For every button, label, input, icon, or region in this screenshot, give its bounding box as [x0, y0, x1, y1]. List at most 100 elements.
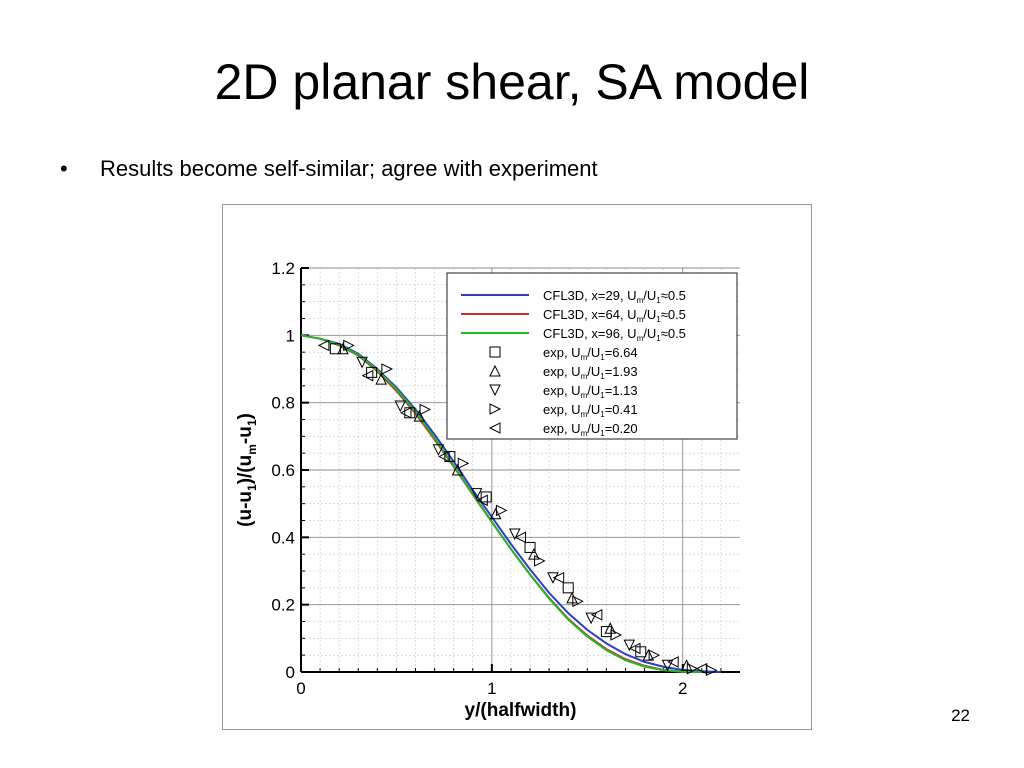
legend-label: exp, Um/U1=1.93 — [543, 364, 638, 381]
data-point — [547, 572, 559, 584]
data-point — [686, 662, 699, 675]
legend-label-part: CFL3D, x=96, U — [543, 326, 637, 341]
series-markers-6 — [343, 339, 718, 677]
data-point — [667, 656, 679, 668]
data-point — [661, 659, 674, 672]
legend-label-part: /U — [587, 402, 600, 417]
data-point — [566, 591, 578, 604]
legend-label-part: ≈0.5 — [661, 288, 686, 303]
y-axis-title-part: -u — [235, 426, 256, 444]
data-point — [438, 450, 450, 463]
y-tick-label: 1.2 — [271, 259, 295, 278]
legend-label-part: =1.13 — [605, 383, 638, 398]
legend-label-part: m — [637, 296, 644, 305]
legend-label-part: =0.20 — [605, 421, 638, 436]
data-point — [489, 507, 502, 520]
y-tick-label: 0.6 — [271, 461, 295, 480]
data-point — [404, 407, 416, 419]
data-point — [610, 629, 623, 641]
legend-label-part: exp, U — [543, 345, 581, 360]
bullet-item: • Results become self-similar; agree with… — [60, 154, 598, 184]
legend-label-part: /U — [643, 288, 656, 303]
data-point — [432, 444, 445, 456]
legend-marker-swatch — [489, 364, 501, 377]
data-point — [642, 649, 655, 661]
legend-label: CFL3D, x=64, Um/U1≈0.5 — [543, 307, 686, 324]
bullet-text: Results become self-similar; agree with … — [100, 156, 598, 181]
data-point — [590, 608, 603, 621]
series-markers-4 — [337, 342, 693, 671]
data-point — [317, 339, 330, 352]
y-axis-title-part: m — [245, 444, 259, 455]
legend-label-part: m — [637, 315, 644, 324]
legend-label: exp, Um/U1=6.64 — [543, 345, 638, 362]
data-point — [628, 642, 641, 655]
data-point — [524, 541, 536, 553]
legend-label-part: /U — [643, 307, 656, 322]
bullet-icon: • — [60, 156, 68, 181]
x-tick-label: 2 — [678, 679, 687, 698]
legend-label-part: 1 — [600, 372, 605, 381]
series-markers-5 — [356, 356, 674, 672]
data-point — [444, 451, 456, 463]
page-number: 22 — [951, 706, 970, 725]
legend-label-part: 1 — [600, 391, 605, 400]
data-point — [451, 463, 464, 476]
legend-label-part: 1 — [600, 429, 605, 438]
legend-marker — [488, 422, 501, 434]
legend-label-part: exp, U — [543, 421, 581, 436]
legend-marker-swatch — [489, 403, 502, 415]
x-tick-label: 0 — [296, 679, 305, 698]
legend-label-part: /U — [587, 421, 600, 436]
y-axis-title-part: 1 — [245, 484, 259, 491]
y-axis-title: (u-u1)/(um-u1) — [235, 413, 259, 527]
y-axis-title-part: )/(u — [235, 455, 256, 485]
data-point — [419, 403, 432, 416]
shear-profile-chart: 0 1 200.20.40.60.811.2y/(halfwidth)(u-u1)/… — [235, 259, 740, 721]
x-axis-title: y/(halfwidth) — [465, 700, 577, 721]
data-point — [680, 659, 693, 671]
data-point — [476, 494, 488, 507]
data-point — [381, 363, 394, 375]
x-tick-label: 1 — [487, 679, 496, 698]
legend-label: CFL3D, x=29, Um/U1≈0.5 — [543, 288, 686, 305]
legend-label-part: 1 — [656, 315, 661, 324]
data-point — [366, 366, 378, 378]
data-point — [585, 612, 597, 625]
legend-label-part: /U — [587, 345, 600, 360]
data-point — [394, 400, 407, 413]
legend-label-part: 1 — [656, 296, 661, 305]
legend-label-part: ≈0.5 — [661, 326, 686, 341]
series-markers-7 — [317, 339, 708, 675]
y-tick-label: 0 — [286, 663, 295, 682]
data-point — [457, 457, 470, 470]
data-point — [604, 622, 617, 634]
legend-label-part: =6.64 — [605, 345, 638, 360]
data-point — [495, 504, 508, 517]
data-point — [552, 571, 565, 584]
data-point — [514, 531, 526, 544]
y-axis-title-part: ) — [235, 413, 256, 419]
y-axis-title-part: 1 — [245, 419, 259, 426]
legend-label: CFL3D, x=96, Um/U1≈0.5 — [543, 326, 686, 343]
data-point — [572, 595, 584, 608]
legend-marker-swatch — [489, 384, 501, 397]
data-point — [361, 369, 374, 382]
legend-label-part: exp, U — [543, 402, 581, 417]
data-point — [413, 410, 426, 422]
y-tick-label: 0.8 — [271, 394, 295, 413]
legend-marker-swatch — [488, 422, 501, 434]
legend-label-part: m — [581, 353, 588, 362]
legend-marker — [489, 403, 502, 415]
data-point — [623, 639, 636, 652]
data-point — [356, 356, 368, 369]
data-point — [528, 548, 540, 560]
slide-title: 2D planar shear, SA model — [214, 54, 810, 110]
y-tick-label: 0.2 — [271, 596, 295, 615]
legend-label-part: m — [581, 429, 588, 438]
data-point — [562, 582, 574, 594]
y-tick-label: 1 — [286, 326, 295, 345]
legend-label-part: =0.41 — [605, 402, 638, 417]
data-point — [375, 372, 387, 385]
y-axis-title-part: (u-u — [235, 491, 256, 527]
